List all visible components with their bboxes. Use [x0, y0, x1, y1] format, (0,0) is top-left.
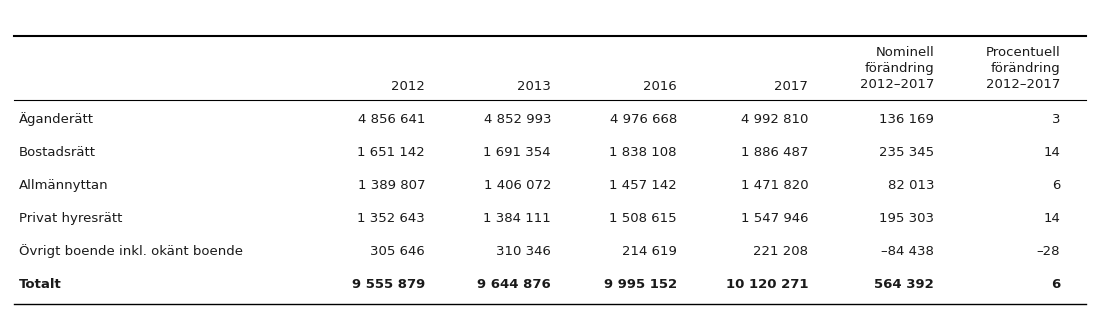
Text: 214 619: 214 619	[623, 245, 676, 258]
Text: 1 508 615: 1 508 615	[609, 212, 676, 225]
Text: 1 471 820: 1 471 820	[740, 179, 808, 192]
Text: 9 644 876: 9 644 876	[477, 278, 551, 291]
Text: 14: 14	[1043, 145, 1060, 159]
Text: 2017: 2017	[774, 80, 808, 93]
Text: 10 120 271: 10 120 271	[726, 278, 808, 291]
Text: 1 384 111: 1 384 111	[483, 212, 551, 225]
Text: Nominell
förändring
2012–2017: Nominell förändring 2012–2017	[860, 46, 934, 91]
Text: 3: 3	[1052, 112, 1060, 125]
Text: Äganderätt: Äganderätt	[19, 112, 95, 126]
Text: Procentuell
förändring
2012–2017: Procentuell förändring 2012–2017	[986, 46, 1060, 91]
Text: 9 995 152: 9 995 152	[604, 278, 676, 291]
Text: 1 886 487: 1 886 487	[741, 145, 808, 159]
Text: 1 406 072: 1 406 072	[484, 179, 551, 192]
Text: 2012: 2012	[392, 80, 426, 93]
Text: –28: –28	[1036, 245, 1060, 258]
Text: 2016: 2016	[644, 80, 676, 93]
Text: 136 169: 136 169	[879, 112, 934, 125]
Text: Övrigt boende inkl. okänt boende: Övrigt boende inkl. okänt boende	[19, 245, 243, 259]
Text: 1 389 807: 1 389 807	[358, 179, 426, 192]
Text: 6: 6	[1050, 278, 1060, 291]
Text: 305 646: 305 646	[371, 245, 426, 258]
Text: 1 651 142: 1 651 142	[358, 145, 426, 159]
Text: 564 392: 564 392	[874, 278, 934, 291]
Text: 310 346: 310 346	[496, 245, 551, 258]
Text: 4 976 668: 4 976 668	[609, 112, 676, 125]
Text: 195 303: 195 303	[879, 212, 934, 225]
Text: 1 457 142: 1 457 142	[609, 179, 676, 192]
Text: 6: 6	[1052, 179, 1060, 192]
Text: 1 352 643: 1 352 643	[358, 212, 426, 225]
Text: –84 438: –84 438	[881, 245, 934, 258]
Text: 1 547 946: 1 547 946	[740, 212, 808, 225]
Text: 82 013: 82 013	[888, 179, 934, 192]
Text: 14: 14	[1043, 212, 1060, 225]
Text: 4 992 810: 4 992 810	[741, 112, 808, 125]
Text: Bostadsrätt: Bostadsrätt	[19, 145, 96, 159]
Text: Allmännyttan: Allmännyttan	[19, 179, 109, 192]
Text: 1 838 108: 1 838 108	[609, 145, 676, 159]
Text: 4 852 993: 4 852 993	[484, 112, 551, 125]
Text: Privat hyresrätt: Privat hyresrätt	[19, 212, 122, 225]
Text: 1 691 354: 1 691 354	[484, 145, 551, 159]
Text: 221 208: 221 208	[754, 245, 808, 258]
Text: 9 555 879: 9 555 879	[352, 278, 426, 291]
Text: 235 345: 235 345	[879, 145, 934, 159]
Text: 4 856 641: 4 856 641	[358, 112, 426, 125]
Text: Totalt: Totalt	[19, 278, 62, 291]
Text: 2013: 2013	[517, 80, 551, 93]
